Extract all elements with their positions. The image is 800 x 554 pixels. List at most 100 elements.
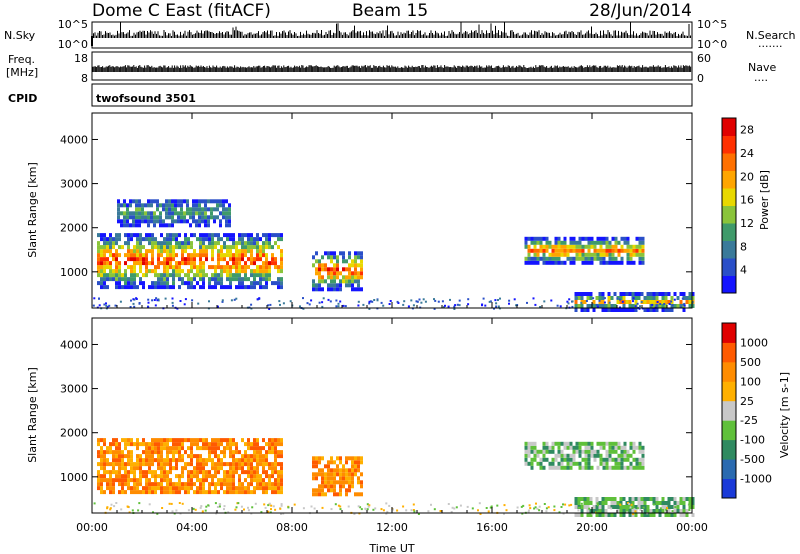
echo-speckle — [128, 511, 131, 514]
echo-cell — [524, 441, 528, 446]
echo-cell — [271, 233, 274, 238]
echo-cell — [596, 441, 600, 446]
echo-cell — [133, 261, 136, 266]
echo-cell — [667, 501, 671, 505]
echo-cell — [183, 211, 186, 216]
echo-cell — [97, 233, 100, 238]
echo-cell — [121, 474, 124, 479]
echo-cell — [631, 509, 635, 513]
echo-speckle — [367, 505, 370, 508]
echo-cell — [584, 453, 588, 458]
echo-cell — [611, 252, 615, 257]
echo-cell — [142, 253, 145, 258]
echo-cell — [103, 442, 106, 447]
echo-cell — [274, 490, 277, 495]
echo-cell — [691, 292, 695, 296]
echo-speckle — [402, 303, 405, 306]
echo-cell — [225, 215, 228, 220]
echo-cell — [670, 513, 674, 517]
echo-cell — [238, 450, 241, 455]
echo-cell — [109, 237, 112, 242]
echo-cell — [193, 490, 196, 495]
echo-cell — [280, 257, 283, 262]
echo-cell — [211, 273, 214, 278]
echo-cell — [235, 466, 238, 471]
echo-cell — [527, 236, 531, 241]
echo-cell — [357, 464, 360, 469]
echo-cell — [118, 277, 121, 282]
echo-cell — [115, 446, 118, 451]
echo-cell — [138, 211, 141, 216]
echo-cell — [109, 241, 112, 246]
echo-cell — [220, 245, 223, 250]
echo-cell — [141, 211, 144, 216]
echo-cell — [280, 470, 283, 475]
echo-cell — [592, 308, 596, 312]
echo-speckle — [439, 510, 442, 512]
echo-cell — [542, 449, 546, 454]
echo-cell — [658, 292, 662, 296]
echo-cell — [265, 470, 268, 475]
echo-cell — [587, 260, 591, 265]
echo-cell — [232, 486, 235, 491]
echo-cell — [617, 441, 621, 446]
echo-cell — [572, 457, 576, 462]
echo-cell — [160, 245, 163, 250]
echo-cell — [271, 281, 274, 286]
echo-cell — [109, 265, 112, 270]
echo-cell — [241, 237, 244, 242]
echo-cell — [575, 445, 579, 450]
echo-cell — [602, 461, 606, 466]
echo-cell — [133, 442, 136, 447]
echo-cell — [163, 257, 166, 262]
echo-cell — [136, 458, 139, 463]
nave-tick-top: 60 — [697, 52, 711, 65]
echo-cell — [181, 466, 184, 471]
echo-cell — [195, 223, 198, 228]
echo-cell — [629, 461, 633, 466]
echo-cell — [542, 256, 546, 261]
echo-cell — [172, 249, 175, 254]
echo-cell — [563, 236, 567, 241]
echo-cell — [168, 203, 171, 208]
echo-cell — [180, 219, 183, 224]
echo-cell — [617, 461, 621, 466]
echo-cell — [646, 513, 650, 517]
echo-cell — [608, 256, 612, 261]
echo-cell — [545, 236, 549, 241]
echo-cell — [250, 478, 253, 483]
echo-cell — [557, 256, 561, 261]
echo-cell — [265, 245, 268, 250]
echo-speckle — [335, 299, 338, 302]
echo-cell — [115, 458, 118, 463]
echo-cell — [145, 474, 148, 479]
echo-speckle — [110, 503, 113, 506]
echo-speckle — [368, 302, 371, 305]
echo-cell — [619, 513, 623, 517]
echo-speckle — [651, 303, 654, 306]
echo-cell — [163, 490, 166, 495]
echo-cell — [106, 257, 109, 262]
echo-cell — [172, 265, 175, 270]
echo-speckle — [636, 302, 639, 305]
echo-cell — [554, 457, 558, 462]
echo-cell — [202, 486, 205, 491]
echo-cell — [315, 259, 318, 264]
echo-cell — [145, 269, 148, 274]
echo-speckle — [608, 301, 611, 304]
echo-cell — [235, 450, 238, 455]
echo-cell — [631, 501, 635, 505]
echo-cell — [577, 296, 581, 300]
echo-cell — [259, 454, 262, 459]
echo-cell — [199, 285, 202, 290]
echo-cell — [109, 474, 112, 479]
echo-cell — [190, 245, 193, 250]
echo-cell — [583, 292, 587, 296]
echo-cell — [238, 269, 241, 274]
echo-cell — [602, 248, 606, 253]
echo-speckle — [337, 305, 340, 308]
echo-cell — [679, 292, 683, 296]
echo-cell — [268, 265, 271, 270]
echo-cell — [154, 474, 157, 479]
echo-speckle — [280, 504, 283, 507]
